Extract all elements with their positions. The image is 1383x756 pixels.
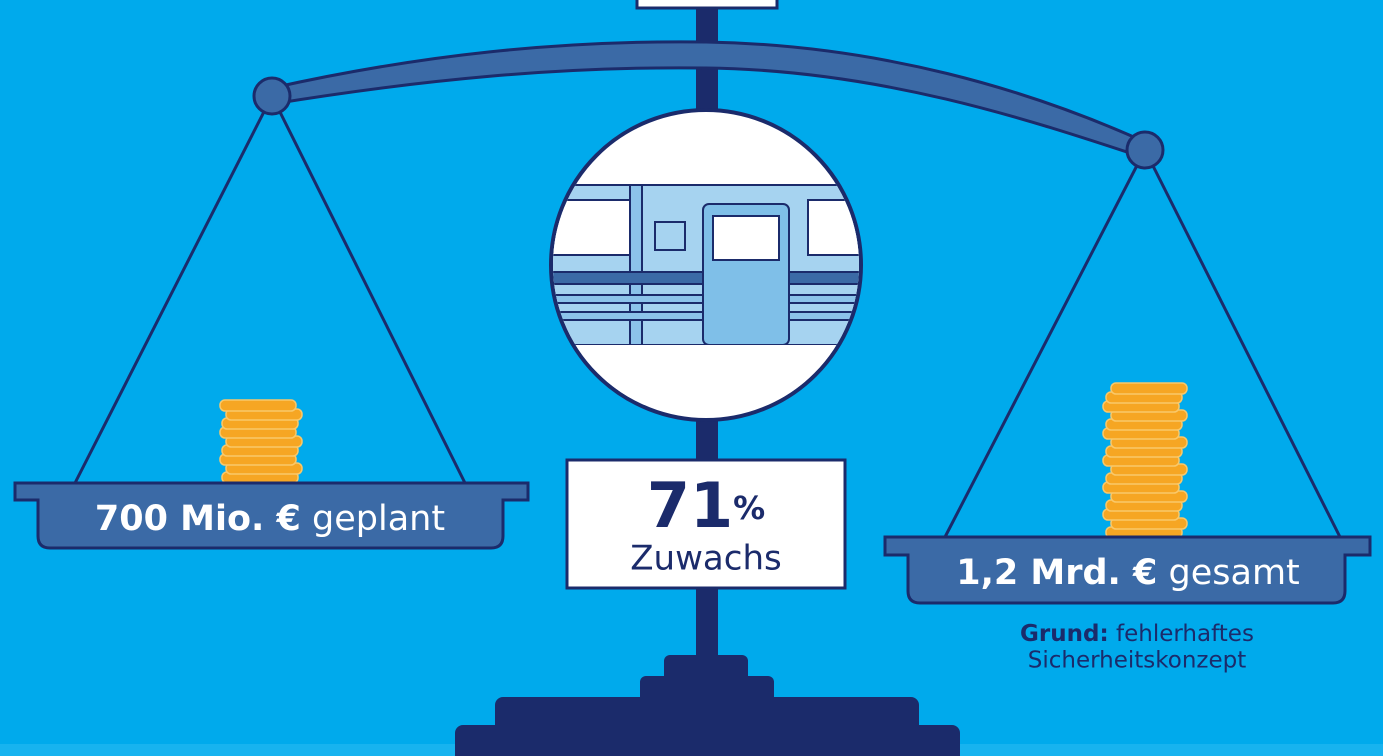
right-pan-text: 1,2 Mrd. € gesamt: [956, 553, 1300, 593]
growth-label: Zuwachs: [630, 539, 781, 579]
top-box: [635, 0, 779, 10]
unit: %: [733, 489, 765, 527]
note-line: Sicherheitskonzept: [1028, 648, 1247, 674]
left-pan-text: 700 Mio. € geplant: [95, 499, 445, 539]
strings: [73, 95, 1342, 538]
pivot: [1125, 130, 1165, 170]
coins: [219, 382, 1188, 539]
left-pan: [13, 481, 530, 550]
growth: 71%: [647, 469, 765, 542]
amount: 1,2 Mrd. €: [956, 553, 1157, 593]
amount: 700 Mio. €: [95, 499, 301, 539]
label: gesamt: [1169, 553, 1300, 593]
center-box: [565, 458, 847, 590]
note-text: fehlerhaftes: [1116, 621, 1254, 647]
base: [455, 655, 960, 756]
value: 71: [647, 469, 733, 542]
train: [553, 184, 859, 405]
coin: [1110, 382, 1188, 395]
coin: [219, 399, 297, 412]
note-label: Grund:: [1020, 621, 1109, 647]
label: geplant: [312, 499, 445, 539]
note-line: Grund: fehlerhaftes: [1020, 621, 1254, 647]
right-pan: [883, 535, 1372, 605]
pivot: [252, 76, 292, 116]
